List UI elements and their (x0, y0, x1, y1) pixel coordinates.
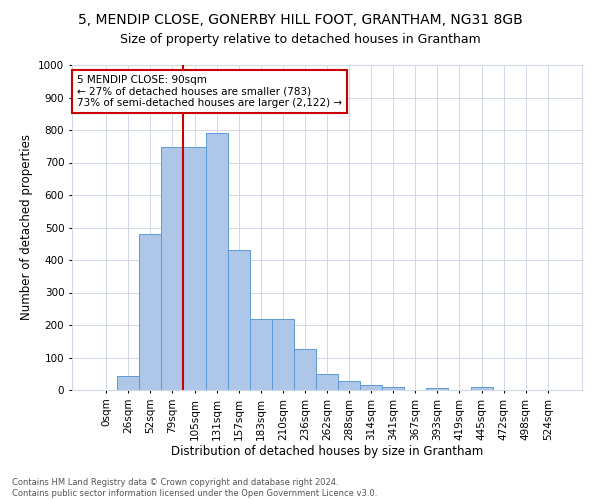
Bar (206, 133, 227, 390)
Bar (161, 147, 184, 390)
Text: Contains HM Land Registry data © Crown copyright and database right 2024.
Contai: Contains HM Land Registry data © Crown c… (12, 478, 377, 498)
Bar (227, 250, 250, 390)
Bar (316, 374, 338, 390)
Y-axis label: Number of detached properties: Number of detached properties (20, 134, 32, 320)
Text: 5, MENDIP CLOSE, GONERBY HILL FOOT, GRANTHAM, NG31 8GB: 5, MENDIP CLOSE, GONERBY HILL FOOT, GRAN… (77, 12, 523, 26)
Text: Size of property relative to detached houses in Grantham: Size of property relative to detached ho… (119, 32, 481, 46)
Bar (139, 234, 161, 390)
Text: 5 MENDIP CLOSE: 90sqm
← 27% of detached houses are smaller (783)
73% of semi-det: 5 MENDIP CLOSE: 90sqm ← 27% of detached … (77, 74, 342, 108)
Bar (117, 376, 139, 390)
Bar (294, 348, 316, 390)
Bar (338, 381, 360, 390)
Bar (382, 388, 404, 390)
X-axis label: Distribution of detached houses by size in Grantham: Distribution of detached houses by size … (171, 446, 483, 458)
Bar (427, 388, 448, 390)
Bar (272, 318, 294, 390)
Bar (184, 147, 206, 390)
Bar (360, 385, 382, 390)
Bar (470, 388, 493, 390)
Bar (250, 318, 272, 390)
